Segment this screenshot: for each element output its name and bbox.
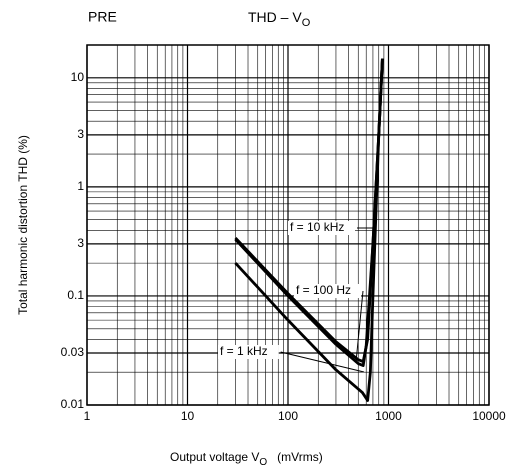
legend-label-bg (294, 284, 361, 298)
legend-label: f = 1 kHz (220, 344, 268, 358)
y-tick-label: 0.03 (61, 345, 85, 359)
y-axis-label: Total harmonic distortion THD (%) (16, 135, 30, 315)
x-tick-label: 10 (181, 409, 195, 423)
y-tick-label: 0.1 (67, 288, 84, 302)
title-main: THD – V (248, 9, 302, 25)
legend-label: f = 100 Hz (296, 283, 351, 297)
x-label-main: Output voltage V (170, 450, 259, 464)
header-left: PRE (88, 9, 117, 25)
x-label-unit: (mVrms) (277, 450, 323, 464)
x-tick-label: 100 (278, 409, 298, 423)
callout-leader (355, 290, 364, 363)
y-tick-label: 3 (77, 236, 84, 250)
series-line (234, 58, 384, 402)
y-tick-label: 3 (77, 127, 84, 141)
x-tick-label: 1000 (375, 409, 402, 423)
y-tick-label: 10 (71, 70, 85, 84)
legend-label-bg (288, 221, 355, 235)
legend-label: f = 10 kHz (290, 220, 344, 234)
y-tick-label: 0.01 (61, 397, 85, 411)
plot-frame (86, 44, 490, 406)
x-tick-label: 1 (84, 409, 91, 423)
x-label-subscript: O (259, 457, 267, 468)
callout-leader (280, 351, 365, 373)
x-tick-label: 10000 (472, 409, 506, 423)
chart-title: THD – VO (248, 9, 311, 29)
x-axis-label: Output voltage VO (mVrms) (170, 450, 323, 467)
title-subscript: O (302, 17, 311, 29)
legend-label-bg (218, 345, 279, 359)
y-tick-label: 1 (77, 179, 84, 193)
